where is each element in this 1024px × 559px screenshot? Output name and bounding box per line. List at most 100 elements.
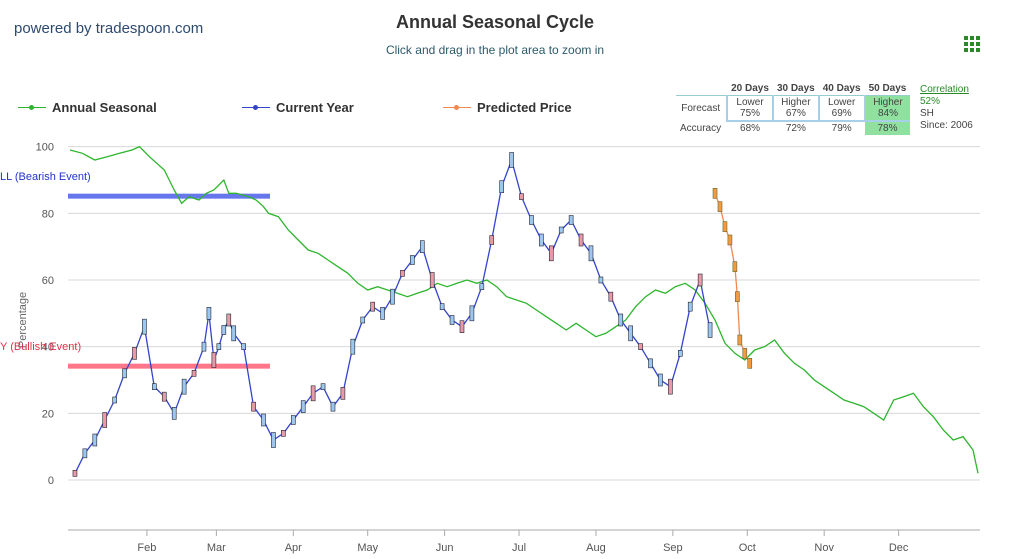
candle-mark <box>400 270 405 277</box>
legend-predicted-price[interactable]: Predicted Price <box>443 100 572 115</box>
candle-mark <box>82 448 88 459</box>
candle-mark <box>226 313 232 327</box>
forecast-header-40: 40 Days <box>818 82 865 96</box>
x-tick-label: Jul <box>512 542 526 554</box>
forecast-pct-50: 84% <box>877 108 898 119</box>
accuracy-row-label: Accuracy <box>680 122 722 134</box>
candle-mark <box>489 235 495 245</box>
candle-mark <box>707 322 713 338</box>
forecast-row-label: Forecast <box>681 103 721 114</box>
forecast-cell-40: Lower 69% <box>817 95 865 122</box>
forecast-cell-20: Lower 75% <box>726 95 773 122</box>
x-axis-ticks: Feb Mar Apr May Jun Jul Aug Sep Oct Nov Dec <box>137 530 909 554</box>
candle-mark <box>648 358 653 369</box>
y-axis-ticks: 0 20 40 60 80 100 <box>36 142 54 487</box>
candle-mark <box>216 343 222 350</box>
bullish-event-band <box>68 363 270 369</box>
y-tick-label: 80 <box>42 208 54 220</box>
legend-label-annual: Annual Seasonal <box>52 100 157 115</box>
bearish-event-band <box>68 193 270 199</box>
accuracy-40: 79% <box>831 123 852 134</box>
predicted-mark <box>722 221 728 232</box>
candle-mark <box>499 180 504 193</box>
candle-mark <box>608 291 614 302</box>
candle-mark <box>459 320 465 333</box>
candle-mark <box>360 316 366 324</box>
candle-mark <box>201 341 207 352</box>
candle-mark <box>668 378 673 395</box>
candle-mark <box>92 433 98 447</box>
candle-mark <box>677 350 683 357</box>
legend-swatch-predicted <box>443 103 471 113</box>
candle-mark <box>122 368 127 379</box>
forecast-dir-20: Lower <box>736 97 764 108</box>
y-tick-label: 0 <box>48 475 54 487</box>
series-line-predicted-price <box>714 193 751 364</box>
candle-mark <box>568 215 574 225</box>
series-line-annual-seasonal <box>69 145 979 474</box>
candle-mark <box>380 307 385 320</box>
candle-mark <box>370 301 375 312</box>
forecast-header-20: 20 Days <box>727 82 773 96</box>
y-tick-label: 40 <box>42 342 54 354</box>
forecast-header-blank <box>676 82 728 96</box>
candle-mark <box>558 226 564 234</box>
candle-mark <box>340 387 346 400</box>
legend-current-year[interactable]: Current Year <box>242 100 354 115</box>
x-tick-label: Dec <box>889 542 909 554</box>
candle-mark <box>449 315 455 325</box>
legend-annual-seasonal[interactable]: Annual Seasonal <box>18 100 157 115</box>
forecast-dir-30: Higher <box>781 97 811 108</box>
x-tick-label: Jun <box>436 542 454 554</box>
accuracy-20: 68% <box>740 123 761 134</box>
series-layer <box>69 145 979 477</box>
chart-subtitle: Click and drag in the plot area to zoom … <box>385 43 605 57</box>
forecast-pct-20: 75% <box>740 108 761 119</box>
x-tick-label: Mar <box>207 542 226 554</box>
legend-swatch-annual <box>18 103 46 113</box>
candle-mark <box>72 470 78 477</box>
forecast-table: 20 Days 30 Days 40 Days 50 Days Forecast… <box>676 82 911 135</box>
candle-mark <box>271 432 276 448</box>
candle-mark <box>231 325 237 342</box>
x-tick-label: Nov <box>814 542 834 554</box>
candle-mark <box>439 303 445 310</box>
candle-mark <box>102 412 108 428</box>
x-tick-label: Sep <box>663 542 683 554</box>
bullish-event-label: Y (Bullish Event) <box>0 340 82 353</box>
candle-mark <box>152 383 157 390</box>
y-tick-label: 60 <box>42 275 54 287</box>
menu-grid-icon[interactable] <box>964 36 980 52</box>
candle-mark <box>638 343 643 350</box>
candle-mark <box>697 273 703 287</box>
candle-mark <box>479 283 485 290</box>
forecast-cell-50: Higher 84% <box>863 95 911 122</box>
candle-mark <box>211 352 217 368</box>
candle-mark <box>142 318 147 335</box>
correlation-value: 52% <box>920 96 941 107</box>
legend-label-current: Current Year <box>276 100 354 115</box>
correlation-box: Correlation 52% SH Since: 2006 <box>920 84 973 132</box>
candle-mark <box>509 152 514 168</box>
forecast-header-30: 30 Days <box>772 82 819 96</box>
brand-link[interactable]: powered by tradespoon.com <box>14 20 204 37</box>
series-line-current-year <box>74 157 711 474</box>
candle-mark <box>350 338 356 355</box>
candle-mark <box>410 255 415 265</box>
correlation-symbol: SH <box>920 108 934 119</box>
candle-mark <box>320 383 326 390</box>
candle-mark <box>191 370 197 377</box>
x-tick-label: May <box>357 542 378 554</box>
candle-mark <box>519 193 524 200</box>
candle-mark <box>548 245 554 262</box>
candle-mark <box>132 347 137 360</box>
candle-mark <box>429 272 435 288</box>
candle-mark <box>181 378 187 395</box>
predicted-mark <box>717 201 723 212</box>
candle-mark <box>628 325 633 342</box>
candle-mark <box>310 385 316 402</box>
correlation-since: Since: 2006 <box>920 120 973 131</box>
forecast-pct-40: 69% <box>831 108 852 119</box>
correlation-link[interactable]: Correlation <box>920 84 969 95</box>
